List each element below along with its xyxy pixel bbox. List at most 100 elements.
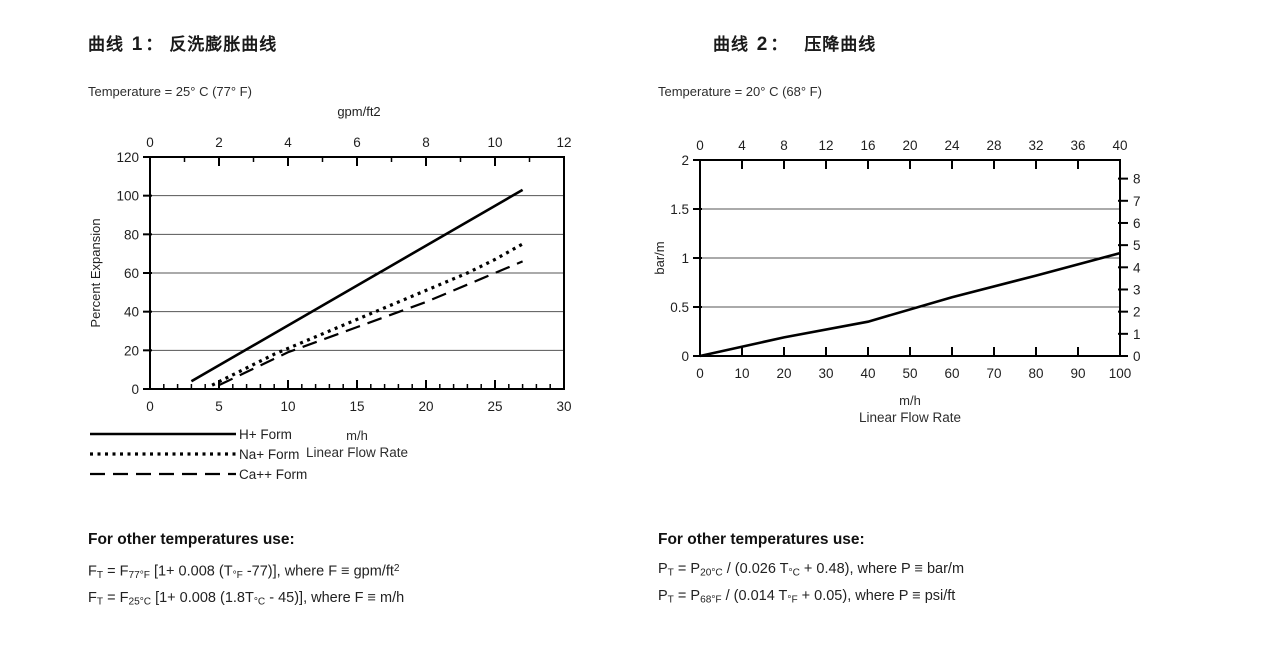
curve1-formulas-header: For other temperatures use: [88, 531, 295, 548]
legend-label-h-form: H+ Form [239, 426, 292, 442]
svg-text:6: 6 [1133, 216, 1141, 231]
svg-text:bar/m: bar/m [652, 241, 667, 274]
svg-text:20: 20 [902, 138, 917, 153]
svg-text:120: 120 [116, 150, 139, 165]
svg-text:60: 60 [944, 366, 959, 381]
svg-text:40: 40 [1112, 138, 1127, 153]
svg-text:gpm/ft2: gpm/ft2 [337, 104, 380, 119]
curve1-xaxis-label: m/h Linear Flow Rate [262, 427, 452, 461]
svg-text:7: 7 [1133, 194, 1141, 209]
svg-text:16: 16 [860, 138, 875, 153]
svg-text:0: 0 [696, 138, 704, 153]
svg-text:20: 20 [776, 366, 791, 381]
svg-text:0: 0 [681, 349, 689, 364]
svg-text:100: 100 [116, 189, 139, 204]
svg-text:30: 30 [818, 366, 833, 381]
curve1-formula-2: FT = F25°C [1+ 0.008 (1.8T°C - 45)], whe… [88, 590, 405, 608]
svg-text:8: 8 [422, 135, 430, 150]
curve2-title-number: 2 [756, 34, 769, 55]
svg-text:0: 0 [146, 399, 154, 414]
curve1-title-name: 反洗膨胀曲线 [169, 35, 278, 54]
svg-text:0: 0 [696, 366, 704, 381]
na-form-line-sample-icon [90, 452, 236, 456]
svg-text:60: 60 [124, 266, 139, 281]
curve1-formula-1: FT = F77°F [1+ 0.008 (T°F -77)], where F… [88, 563, 400, 582]
svg-text:1.5: 1.5 [670, 202, 689, 217]
curve2-xaxis-title: Linear Flow Rate [858, 410, 962, 425]
curve1-xaxis-unit: m/h [346, 428, 368, 443]
svg-text:90: 90 [1070, 366, 1085, 381]
svg-text:10: 10 [280, 399, 295, 414]
svg-text:40: 40 [860, 366, 875, 381]
svg-text:80: 80 [124, 227, 139, 242]
svg-text:0.5: 0.5 [670, 300, 689, 315]
svg-text:2: 2 [681, 153, 689, 168]
h-form-line-sample-icon [90, 432, 236, 436]
svg-text:40: 40 [124, 305, 139, 320]
svg-text:0: 0 [146, 135, 154, 150]
svg-text:0: 0 [1133, 349, 1141, 364]
svg-text:4: 4 [1133, 260, 1141, 275]
svg-text:12: 12 [818, 138, 833, 153]
svg-text:2: 2 [215, 135, 223, 150]
svg-text:50: 50 [902, 366, 917, 381]
curve2-formulas: For other temperatures use: PT = P20°C /… [658, 531, 1158, 611]
curve1-xaxis-title: Linear Flow Rate [305, 445, 409, 460]
curve2-formula-1: PT = P20°C / (0.026 T°C + 0.48), where P… [658, 561, 965, 579]
svg-text:4: 4 [284, 135, 292, 150]
legend-row-h-form: H+ Form [90, 424, 307, 444]
curve1-title-prefix: 曲线 [88, 35, 130, 54]
curve2-title-prefix: 曲线 [713, 35, 755, 54]
svg-text:1: 1 [1133, 327, 1141, 342]
curve1-formulas: For other temperatures use: FT = F77°F [… [88, 531, 588, 614]
svg-text:8: 8 [1133, 172, 1141, 187]
curve1-title-colon: ： [145, 35, 164, 54]
curve1-temperature-note: Temperature = 25° C (77° F) [88, 84, 252, 99]
svg-text:2: 2 [1133, 305, 1141, 320]
svg-text:15: 15 [349, 399, 364, 414]
svg-text:0: 0 [131, 382, 139, 397]
svg-text:4: 4 [738, 138, 746, 153]
ca-form-line-sample-icon [90, 472, 236, 476]
svg-text:5: 5 [1133, 238, 1141, 253]
curve2-temperature-note: Temperature = 20° C (68° F) [658, 84, 822, 99]
curve1-title-number: 1 [131, 34, 144, 55]
curve1-title: 曲线 1： 反洗膨胀曲线 [88, 30, 277, 56]
svg-text:12: 12 [556, 135, 571, 150]
legend-label-ca-form: Ca++ Form [239, 466, 308, 482]
svg-text:32: 32 [1028, 138, 1043, 153]
legend-label-na-form: Na+ Form [239, 446, 300, 462]
svg-text:20: 20 [418, 399, 433, 414]
cur2-formula-2: PT = P68°F / (0.014 T°F + 0.05), where P… [658, 587, 956, 606]
svg-text:80: 80 [1028, 366, 1043, 381]
curve1-legend: H+ Form Na+ Form Ca++ Form [90, 424, 307, 484]
svg-text:20: 20 [124, 343, 139, 358]
svg-text:28: 28 [986, 138, 1001, 153]
svg-text:30: 30 [556, 399, 571, 414]
svg-text:36: 36 [1070, 138, 1085, 153]
svg-text:10: 10 [734, 366, 749, 381]
curve2-title: 曲线 2： 压降曲线 [713, 30, 876, 56]
curve2-formulas-header: For other temperatures use: [658, 531, 865, 548]
svg-text:5: 5 [215, 399, 223, 414]
svg-text:1: 1 [681, 251, 689, 266]
svg-text:70: 70 [986, 366, 1001, 381]
svg-text:6: 6 [353, 135, 361, 150]
svg-text:Percent Expansion: Percent Expansion [88, 218, 103, 327]
svg-text:100: 100 [1109, 366, 1132, 381]
legend-row-ca-form: Ca++ Form [90, 464, 307, 484]
curve2-title-colon: ： [770, 35, 789, 54]
curve2-plot-svg: 0 4 8 12 16 20 24 28 32 36 400 10 20 30 40 50 60 70 80 90 10… [652, 138, 1141, 381]
svg-text:24: 24 [944, 138, 960, 153]
svg-text:25: 25 [487, 399, 502, 414]
legend-row-na-form: Na+ Form [90, 444, 307, 464]
curve2-chart-area: 0 4 8 12 16 20 24 28 32 36 40 0 10 20 30 40 50 60 70 80 90 10… [650, 100, 1180, 430]
curve1-plot-svg: 0 2 4 6 8 10 12 gpm/ft2 0 5 10 15 20 25 30 0 20 40 60 80 100… [88, 104, 572, 414]
curve2-title-name: 压降曲线 [804, 35, 877, 54]
svg-text:10: 10 [487, 135, 502, 150]
svg-text:3: 3 [1133, 282, 1141, 297]
svg-text:8: 8 [780, 138, 788, 153]
curve2-xaxis-unit: m/h [899, 393, 921, 408]
curve2-xaxis-label: m/h Linear Flow Rate [700, 392, 1120, 426]
